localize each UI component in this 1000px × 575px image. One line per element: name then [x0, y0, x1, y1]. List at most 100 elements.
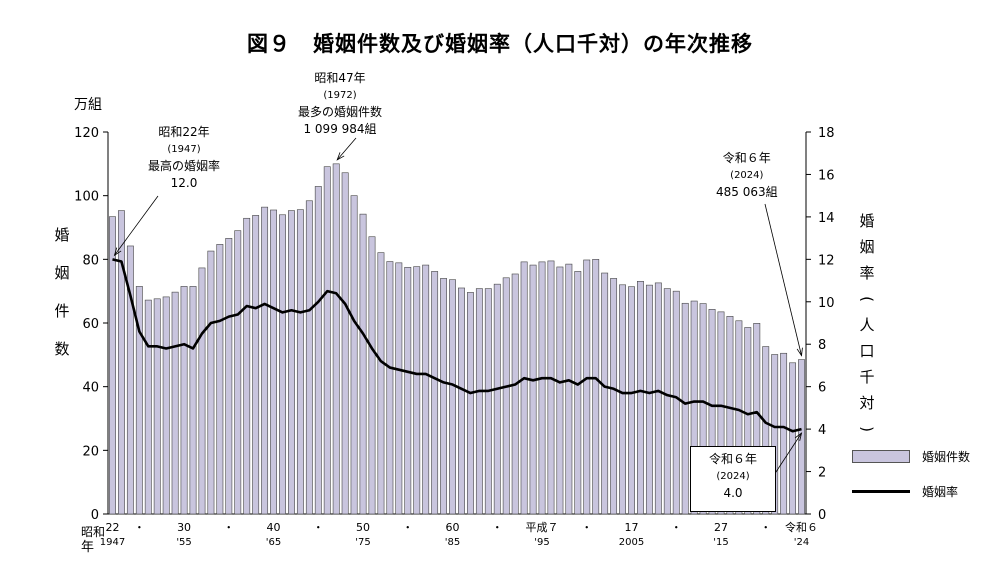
right-axis-tick-label: 4	[818, 423, 826, 438]
bar-marriages	[672, 290, 680, 515]
bar-marriages	[323, 166, 331, 515]
bar-marriages	[368, 236, 376, 515]
bar-marriages	[753, 323, 761, 515]
bar-marriages	[547, 260, 555, 515]
pointer-1972	[336, 137, 357, 161]
right-axis-tick-label: 10	[818, 296, 835, 311]
bar-marriages	[520, 261, 528, 515]
bar-marriages	[243, 217, 251, 515]
x-axis-tick-label: 50	[356, 521, 370, 534]
bar-marriages	[144, 299, 152, 515]
pointer-2024-rate-head	[794, 432, 803, 441]
annotation-line: (2024)	[730, 170, 764, 181]
bar-marriages	[440, 278, 448, 515]
bar-marriages	[225, 238, 233, 515]
bar-marriages	[574, 271, 582, 515]
bar-marriages	[180, 286, 188, 515]
bar-marriages	[475, 288, 483, 515]
x-axis-tick-label: 平成７	[526, 521, 559, 534]
right-axis-tick-label: 12	[818, 253, 835, 268]
bar-marriages	[699, 303, 707, 515]
bar-marriages	[288, 210, 295, 515]
legend-line-label: 婚姻率	[922, 485, 959, 499]
pointer-1947	[114, 195, 159, 256]
bar-marriages	[511, 273, 519, 515]
right-axis-label-char: 千	[859, 368, 875, 386]
right-axis-tick-label: 18	[818, 126, 835, 141]
bar-marriages	[126, 245, 134, 515]
bar-marriages	[234, 230, 242, 515]
bar-marriages	[261, 206, 269, 515]
annotation-line: 4.0	[723, 486, 743, 500]
annotation-line: (1947)	[167, 144, 201, 155]
bar-marriages	[628, 286, 635, 515]
right-axis-label-char: 対	[859, 394, 875, 412]
x-axis-tick-sublabel: 2005	[619, 537, 644, 548]
x-axis-tick-label: 30	[177, 521, 191, 534]
bar-marriages	[619, 284, 626, 515]
x-axis-tick-label: 17	[625, 521, 639, 534]
bar-marriages	[413, 266, 421, 515]
bar-marriages	[377, 252, 385, 515]
x-axis-tick-sublabel: '55	[176, 537, 191, 548]
bar-marriages	[359, 213, 367, 515]
annotation-line: 12.0	[170, 176, 198, 190]
annotation-line: (1972)	[323, 90, 357, 101]
x-axis-tick-label: ・	[223, 521, 234, 534]
bar-marriages	[305, 200, 313, 515]
bar-marriages	[601, 272, 609, 515]
legend-item-bar: 婚姻件数	[852, 448, 970, 465]
left-axis-tick-label: 80	[82, 253, 99, 268]
bar-marriages	[735, 320, 743, 515]
bar-marriages	[117, 210, 125, 515]
pointer-2024-rate	[771, 432, 802, 479]
legend-bar-swatch	[852, 450, 910, 463]
bar-marriages	[726, 316, 734, 515]
annotation-line: 昭和47年	[314, 71, 366, 85]
bar-marriages	[198, 267, 206, 515]
annotation-2024-rate: 令和６年 (2024) 4.0	[690, 446, 776, 512]
bar-marriages	[708, 309, 716, 515]
annotation-line: 昭和22年	[158, 125, 210, 139]
bar-marriages	[332, 163, 340, 515]
legend-bar-label: 婚姻件数	[922, 450, 971, 464]
left-axis-label: 婚 姻 件 数	[52, 216, 72, 368]
right-axis-label-char: 姻	[859, 238, 875, 256]
bar-marriages	[404, 266, 412, 515]
bar-marriages	[690, 300, 698, 515]
bar-marriages	[449, 279, 456, 515]
bar-marriages	[645, 284, 653, 515]
x-axis-tick-label: ・	[313, 521, 324, 534]
bar-marriages	[484, 288, 492, 515]
right-axis-tick-label: 14	[818, 211, 835, 226]
bar-marriages	[252, 215, 260, 515]
bar-marriages	[529, 264, 537, 515]
x-axis-tick-label: 22	[105, 521, 119, 534]
x-axis-tick-sublabel: '85	[445, 537, 460, 548]
bar-marriages	[296, 209, 304, 515]
bar-marriages	[458, 287, 465, 515]
bar-marriages	[216, 244, 224, 515]
bar-marriages	[762, 346, 770, 515]
x-axis-tick-sublabel: '75	[355, 537, 370, 548]
bar-marriages	[153, 298, 161, 515]
bar-marriages	[565, 263, 573, 515]
x-axis-tick-label: ・	[581, 521, 592, 534]
bar-marriages	[395, 262, 403, 515]
right-axis-tick-label: 16	[818, 168, 835, 183]
left-axis-label-char: 数	[54, 340, 70, 358]
bar-marriages	[789, 362, 797, 515]
x-axis-tick-sublabel: '24	[794, 537, 809, 548]
x-axis-tick-label: ・	[760, 521, 771, 534]
chart-title: 図９ 婚姻件数及び婚姻率（人口千対）の年次推移	[247, 32, 753, 56]
bar-marriages	[207, 250, 215, 515]
bar-marriages	[583, 259, 591, 515]
left-axis-label-char: 婚	[54, 226, 70, 244]
annotation-1972: 昭和47年 (1972) 最多の婚姻件数 1 099 984組	[298, 70, 382, 138]
annotation-line: 485 063組	[716, 185, 778, 199]
line-marriage-rate	[112, 258, 802, 433]
annotation-2024-count: 令和６年 (2024) 485 063組	[716, 150, 778, 201]
bar-marriages	[502, 277, 510, 515]
bar-marriages	[663, 288, 671, 515]
x-axis-tick-label: 60	[446, 521, 460, 534]
